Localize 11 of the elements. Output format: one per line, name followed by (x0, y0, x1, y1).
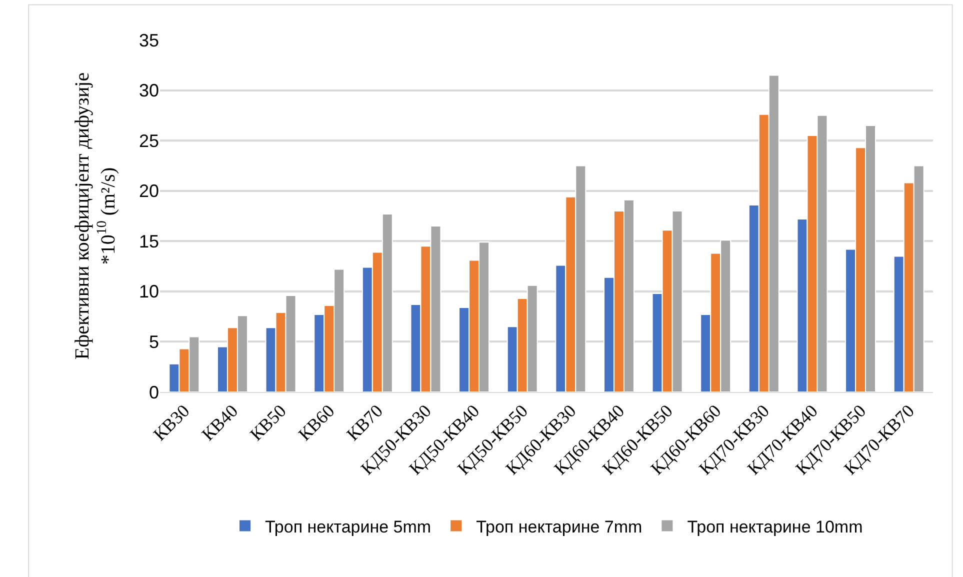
y-tick-label: 0 (148, 382, 159, 402)
legend-label: Троп нектарине 10mm (687, 517, 863, 536)
y-tick-label: 25 (138, 130, 159, 151)
legend-label: Троп нектарине 5mm (265, 517, 432, 536)
legend-label: Троп нектарине 7mm (476, 517, 642, 536)
y-tick-label: 10 (138, 282, 159, 302)
y-tick-label: 30 (138, 80, 159, 101)
y-tick-label: 20 (138, 181, 159, 202)
y-tick-label: 5 (148, 332, 159, 352)
y-tick-label: 15 (138, 231, 159, 252)
y-tick-label: 35 (138, 30, 159, 50)
